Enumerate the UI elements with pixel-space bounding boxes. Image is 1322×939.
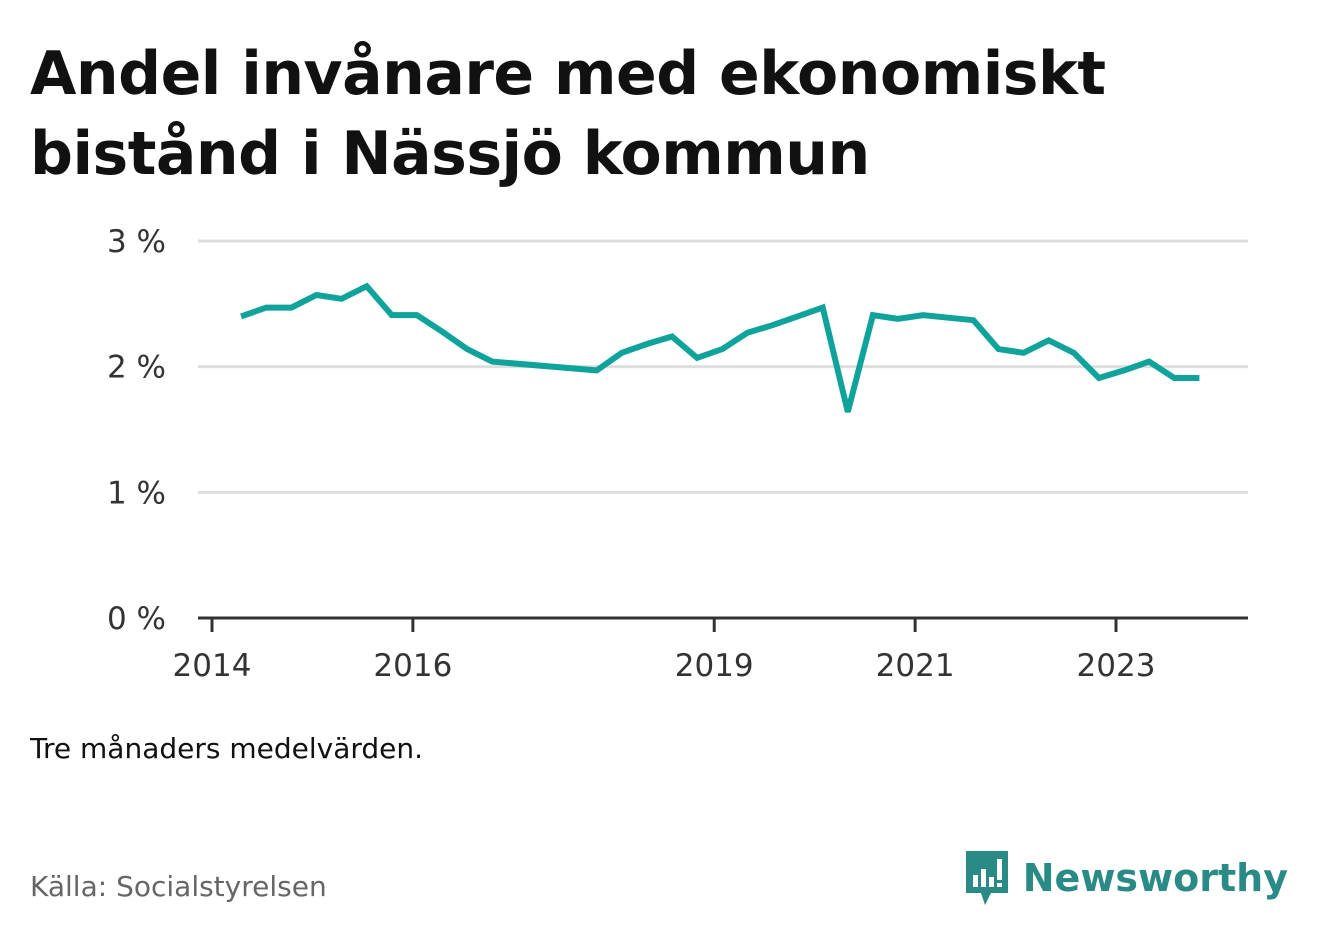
x-axis: 2014 2016 2019 2021 2023 (173, 616, 1248, 684)
source-credit: Källa: Socialstyrelsen (30, 870, 327, 903)
y-axis-labels: 0 % 1 % 2 % 3 % (107, 224, 166, 637)
brand-logo: Newsworthy (963, 848, 1288, 908)
brand-name: Newsworthy (1022, 856, 1288, 900)
chart-note: Tre månaders medelvärden. (30, 732, 424, 765)
chart-title: Andel invånare med ekonomiskt bistånd i … (30, 39, 1106, 189)
grid-lines (198, 239, 1248, 494)
series-layer (240, 282, 1200, 413)
line-chart: 0 % 1 % 2 % 3 % 2014 2016 2019 2021 2023 (107, 224, 1248, 684)
x-tick-label: 2014 (173, 648, 252, 684)
y-tick-label: 0 % (107, 601, 166, 637)
x-tick-label: 2021 (876, 648, 955, 684)
y-tick-label: 1 % (107, 475, 166, 511)
newsworthy-logo-icon (965, 851, 1008, 905)
x-tick-label: 2023 (1077, 648, 1156, 684)
y-tick-label: 3 % (107, 224, 166, 260)
y-tick-label: 2 % (107, 350, 166, 386)
x-tick-label: 2019 (675, 648, 754, 684)
x-tick-label: 2016 (373, 648, 452, 684)
series-line-0 (240, 282, 1200, 413)
